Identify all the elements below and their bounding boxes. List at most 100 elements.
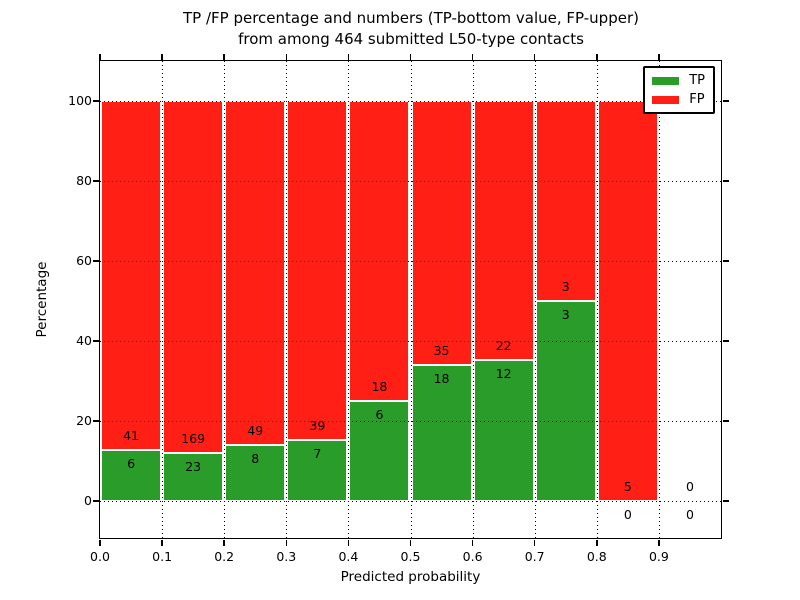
legend: TP FP (643, 66, 715, 114)
tp-count-label: 0 (685, 507, 694, 522)
bar-segment-tp (473, 359, 534, 501)
y-tick-left (92, 260, 99, 262)
chart-title-line2: from among 464 submitted L50-type contac… (238, 30, 584, 49)
legend-row: FP (652, 93, 705, 106)
ticks-layer: 0.0 0.1 0.2 0.3 0.4 0.5 0.6 0.7 0.8 0.9 0 20 40 60 80 1… (68, 53, 729, 564)
legend-row: TP (652, 74, 705, 87)
bar-segment-fp (225, 101, 286, 445)
bar-segment-tp (225, 444, 286, 501)
y-tick-left (92, 500, 99, 502)
bar-segment-fp (101, 101, 162, 450)
x-tick-top (161, 53, 163, 60)
bar-segment-fp (287, 101, 348, 441)
tp-count-label: 18 (433, 371, 450, 387)
bar-segment-tp (101, 449, 162, 501)
fp-count-label: 22 (495, 337, 512, 353)
bar-segment-tp (287, 440, 348, 501)
fp-count-label: 41 (123, 427, 139, 443)
x-tick-top (285, 53, 288, 60)
x-tick-top (223, 53, 225, 60)
bar-segment-fp (349, 101, 410, 401)
y-tick-label: 40 (76, 333, 92, 348)
x-tick-label: 0.2 (214, 549, 235, 564)
x-tick-top (99, 53, 101, 60)
fp-count-label: 3 (561, 279, 570, 294)
bar-segment-fp (163, 101, 224, 454)
x-tick-label: 0.5 (400, 549, 421, 564)
bar-segment-tp (349, 401, 410, 501)
bar-count-labels-layer: 41 6 169 23 49 8 39 7 18 6 35 18 22 12 3 3 5 0 0 0 (100, 61, 721, 538)
tp-count-label: 3 (561, 307, 570, 322)
tp-legend-swatch (652, 76, 680, 85)
x-tick-top (347, 53, 350, 60)
x-tick-top (471, 53, 474, 60)
y-tick-right (722, 180, 729, 182)
x-tick-bottom (161, 539, 163, 546)
fp-count-label: 39 (309, 418, 326, 434)
plot-area: 41 6 169 23 49 8 39 7 18 6 35 18 22 12 3 3 5 0 0 0 0.0 0.1 0.… (34, 53, 729, 585)
x-tick-bottom (658, 539, 660, 546)
y-tick-label: 0 (84, 493, 92, 508)
x-tick-top (533, 53, 536, 60)
bar-segment-fp (597, 101, 658, 501)
y-tick-left (92, 100, 99, 102)
fp-count-label: 49 (247, 422, 264, 438)
y-tick-left (92, 420, 99, 422)
tp-count-label: 12 (495, 365, 512, 381)
x-tick-label: 0.8 (586, 549, 607, 564)
x-tick-label: 0.6 (462, 549, 483, 564)
x-tick-bottom (471, 539, 474, 546)
y-axis-label: Percentage (34, 261, 50, 338)
y-tick-left (92, 340, 99, 342)
fp-count-label: 5 (623, 479, 632, 494)
y-tick-right (722, 100, 729, 102)
y-tick-right (722, 420, 729, 422)
y-tick-label: 20 (76, 413, 92, 428)
fp-count-label: 35 (433, 343, 450, 359)
chart-title: TP /FP percentage and numbers (TP-bottom… (99, 8, 723, 51)
bar-segment-tp (411, 365, 472, 501)
fp-count-label: 0 (685, 479, 694, 494)
x-tick-bottom (285, 539, 288, 546)
bar-segment-tp (163, 453, 224, 501)
y-tick-right (722, 340, 729, 342)
x-tick-bottom (596, 539, 598, 546)
x-tick-label: 0.3 (276, 549, 297, 564)
fp-legend-label: FP (689, 92, 705, 107)
x-tick-bottom (533, 539, 536, 546)
y-tick-label: 80 (76, 173, 92, 188)
bar-segment-fp (411, 101, 472, 366)
y-tick-label: 60 (76, 253, 92, 268)
y-tick-label: 100 (68, 93, 92, 108)
x-tick-label: 0.4 (338, 549, 359, 564)
x-tick-label: 0.7 (524, 549, 545, 564)
tp-count-label: 6 (375, 407, 384, 422)
tp-count-label: 8 (251, 450, 260, 466)
x-tick-bottom (99, 539, 101, 546)
x-tick-label: 0.1 (152, 549, 173, 564)
tp-count-label: 7 (313, 446, 322, 462)
tp-count-label: 23 (185, 459, 202, 475)
fp-count-label: 18 (371, 379, 388, 394)
x-tick-top (658, 53, 660, 60)
x-axis-label: Predicted probability (340, 569, 481, 585)
x-tick-bottom (409, 539, 412, 546)
x-tick-label: 0.9 (648, 549, 669, 564)
y-tick-right (722, 260, 729, 262)
y-tick-left (92, 180, 99, 182)
x-tick-top (409, 53, 412, 60)
x-tick-label: 0.0 (90, 549, 110, 564)
x-tick-bottom (347, 539, 350, 546)
x-tick-bottom (223, 539, 225, 546)
x-tick-top (596, 53, 598, 60)
bar-segment-tp (535, 301, 596, 501)
fp-count-label: 169 (181, 431, 206, 447)
tp-count-label: 6 (127, 455, 136, 471)
chart-title-line1: TP /FP percentage and numbers (TP-bottom… (183, 9, 639, 27)
fp-legend-swatch (652, 95, 680, 104)
tp-count-label: 0 (623, 507, 632, 522)
bar-segment-fp (473, 101, 534, 360)
bars-layer (100, 61, 721, 538)
y-tick-right (722, 500, 729, 502)
